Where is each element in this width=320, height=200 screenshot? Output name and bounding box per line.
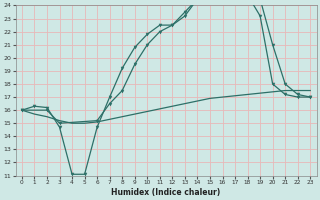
X-axis label: Humidex (Indice chaleur): Humidex (Indice chaleur) bbox=[111, 188, 221, 197]
